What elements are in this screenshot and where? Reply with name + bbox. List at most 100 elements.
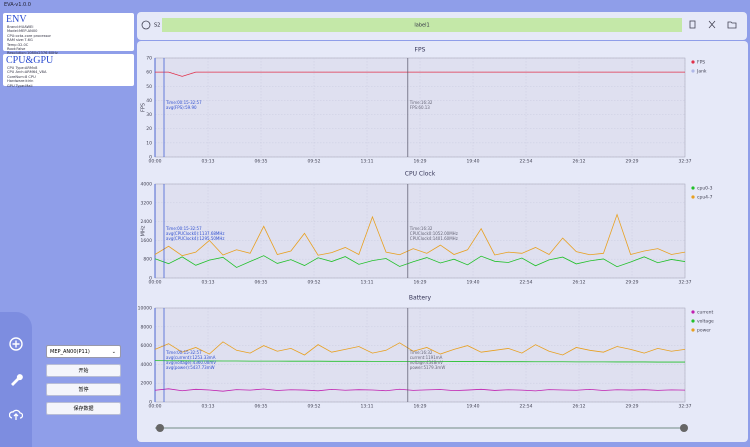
label-text: label1 (414, 23, 429, 29)
toolbar: S2 label1 (137, 12, 747, 40)
y-tick-label: 30 (146, 112, 152, 118)
info-line: Resolution:1080x2376 60Hz (3, 51, 134, 55)
upload-icon[interactable] (9, 408, 23, 422)
y-tick-label: 20 (146, 126, 152, 132)
info-line: CPU Arch:ARM64_V8A (7, 70, 47, 75)
info-line: CPU:octa-core processor (7, 33, 52, 38)
x-tick-label: 26:12 (573, 159, 586, 165)
y-tick-label: 60 (146, 70, 152, 76)
x-tick-label: 03:13 (202, 280, 215, 286)
chart-title: Battery (409, 295, 432, 302)
y-tick-label: 0 (149, 276, 152, 282)
series-line (155, 71, 685, 77)
x-tick-label: 13:11 (361, 159, 374, 165)
x-tick-label: 26:12 (573, 280, 586, 286)
x-tick-label: 19:40 (467, 404, 480, 410)
y-tick-label: 0 (149, 400, 152, 406)
y-axis-label: MHz (141, 225, 147, 236)
legend-label: cpu0-3 (697, 186, 713, 192)
info-line: RAM size:7.6G (7, 38, 33, 43)
legend-label: Jank (696, 69, 707, 75)
x-tick-label: 16:29 (414, 159, 427, 165)
x-tick-label: 29:29 (626, 159, 639, 165)
x-tick-label: 22:54 (520, 159, 533, 165)
info-line: Root:False (7, 47, 26, 52)
legend-marker (691, 195, 695, 199)
cursor-info: CPUClock0:1052.00MHz (410, 231, 458, 236)
x-tick-label: 16:29 (414, 404, 427, 410)
slider-end[interactable] (680, 424, 688, 432)
cursor-info: avg(power):5437.73mW (166, 365, 215, 370)
save-icon[interactable] (689, 20, 696, 29)
save-button[interactable]: 保存数据 (46, 402, 121, 415)
x-tick-label: 03:13 (202, 159, 215, 165)
env-panel: ENV Brand:HUAWEI Model:MEP-AN00 CPU:octa-c… (3, 13, 134, 55)
cursor-info: Time:16:32 (409, 226, 433, 231)
cursor-info: avg(FPS):59.90 (166, 105, 197, 110)
cpu-gpu-panel: CPU&GPU CPU Type:ARMv8 CPU Arch:ARM64_V8A… (3, 54, 134, 88)
info-line: Model:MEP-AN00 (7, 29, 38, 34)
info-line: CoreNum:8 CPU (7, 74, 36, 79)
env-lines: Brand:HUAWEI Model:MEP-AN00 CPU:octa-core … (3, 25, 134, 56)
x-tick-label: 09:52 (308, 280, 321, 286)
x-tick-label: 32:37 (679, 159, 692, 165)
cursor-info: avg(current):1253.33mA (166, 355, 216, 360)
y-tick-label: 4000 (141, 362, 153, 368)
pause-button[interactable]: 暂停 (46, 383, 121, 396)
add-icon[interactable] (9, 337, 23, 351)
series-line (154, 360, 685, 363)
dropdown-arrow: ⌄ (111, 349, 116, 355)
x-tick-label: 06:35 (255, 404, 268, 410)
refresh-icon[interactable] (141, 20, 151, 30)
y-tick-label: 8000 (141, 324, 153, 330)
device-select[interactable]: MEP_AN00(P11) ⌄ (46, 345, 121, 358)
y-tick-label: 1600 (141, 238, 153, 244)
legend-label: FPS (697, 60, 705, 66)
cursor-info: CPUClock4:1401.60MHz (410, 236, 458, 241)
wrench-icon[interactable] (9, 372, 23, 386)
legend-marker (691, 69, 695, 73)
slider-start[interactable] (156, 424, 164, 432)
legend-label: current (697, 310, 713, 316)
folder-icon[interactable] (727, 21, 737, 29)
env-title: ENV (6, 14, 27, 25)
label-bar (162, 18, 682, 32)
legend-label: cpu4-7 (697, 195, 713, 201)
info-line: Hardware:kirin (7, 79, 34, 84)
x-tick-label: 03:13 (202, 404, 215, 410)
cpu-gpu-title: CPU&GPU (6, 55, 54, 66)
info-line: Brand:HUAWEI (7, 25, 34, 29)
y-tick-label: 40 (146, 98, 152, 104)
info-line: CPU Type:ARMv8 (7, 66, 38, 70)
legend-label: voltage (697, 319, 714, 325)
x-tick-label: 19:40 (467, 280, 480, 286)
x-tick-label: 06:35 (255, 280, 268, 286)
cursor-info: avg(CPUClock4):1295.50MHz (166, 236, 224, 241)
x-tick-label: 00:00 (149, 159, 162, 165)
series-line (154, 213, 686, 257)
chart-title: FPS (415, 47, 426, 54)
cursor-info: current:1191mA (410, 355, 443, 360)
x-tick-label: 09:52 (308, 404, 321, 410)
x-tick-label: 13:11 (361, 280, 374, 286)
x-tick-label: 13:11 (361, 404, 374, 410)
series-line (154, 341, 686, 356)
tool-strip (0, 312, 32, 447)
cursor-info: FPS:60.13 (410, 105, 431, 110)
start-button[interactable]: 开始 (46, 364, 121, 377)
legend-marker (691, 310, 695, 314)
chart-title: CPU Clock (405, 171, 436, 178)
y-tick-label: 10 (146, 140, 152, 146)
x-tick-label: 32:37 (679, 404, 692, 410)
x-tick-label: 16:29 (414, 280, 427, 286)
series-line (154, 255, 686, 268)
cut-icon[interactable] (708, 20, 716, 29)
device-select-text: MEP_AN00(P11) (50, 349, 90, 355)
y-tick-label: 0 (149, 155, 152, 161)
cursor-info: Time:00:15-32:57 (165, 100, 202, 105)
info-line: GPU Type:Mali (7, 83, 33, 88)
y-tick-label: 6000 (141, 343, 153, 349)
legend-marker (691, 328, 695, 332)
y-tick-label: 70 (146, 56, 152, 62)
legend-marker (691, 319, 695, 323)
